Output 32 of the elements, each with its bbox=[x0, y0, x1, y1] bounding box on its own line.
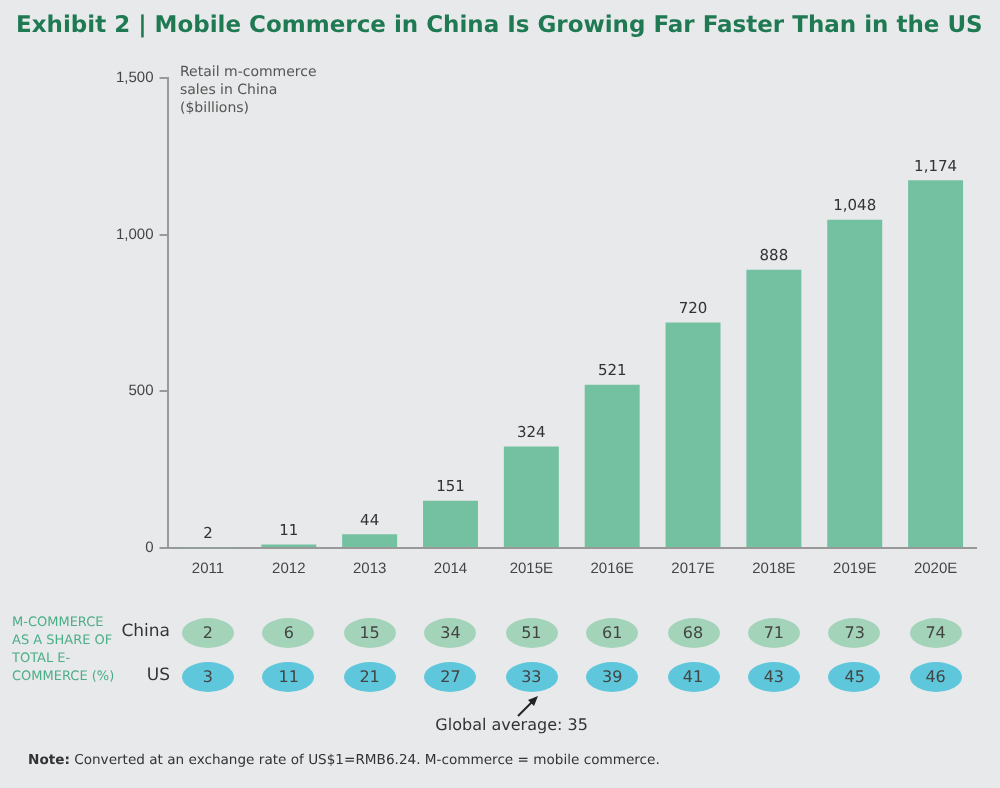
chart-title: Exhibit 2 | Mobile Commerce in China Is Growing Far Faster Than in the US bbox=[16, 10, 983, 38]
data-label: 73 bbox=[828, 618, 881, 648]
data-label: 68 bbox=[667, 618, 720, 648]
data-label: 21 bbox=[343, 662, 396, 692]
data-label: 43 bbox=[747, 662, 800, 692]
data-label: 2 bbox=[181, 618, 234, 648]
data-label: 41 bbox=[667, 662, 720, 692]
y-tick-label: China bbox=[119, 622, 170, 642]
data-label: 39 bbox=[586, 662, 639, 692]
bar bbox=[342, 534, 398, 547]
data-label: 46 bbox=[909, 662, 962, 692]
bar bbox=[503, 446, 559, 547]
y-tick-label: US bbox=[144, 666, 170, 686]
data-label: 34 bbox=[424, 618, 477, 648]
data-label: 27 bbox=[424, 662, 477, 692]
data-label: 3 bbox=[181, 662, 234, 692]
bar bbox=[908, 180, 964, 547]
data-label: 71 bbox=[747, 618, 800, 648]
data-label: 6 bbox=[262, 618, 315, 648]
bar bbox=[746, 269, 802, 547]
text: Global average: 35 bbox=[435, 716, 588, 734]
data-label: 11 bbox=[262, 662, 315, 692]
data-label: 45 bbox=[828, 662, 881, 692]
bar bbox=[827, 219, 883, 547]
bar bbox=[665, 322, 721, 547]
data-label: 15 bbox=[343, 618, 396, 648]
data-label: 51 bbox=[505, 618, 558, 648]
bar bbox=[584, 384, 640, 547]
data-label: 74 bbox=[909, 618, 962, 648]
bar bbox=[423, 500, 478, 547]
data-label: 33 bbox=[505, 662, 558, 692]
data-label: 61 bbox=[586, 618, 639, 648]
